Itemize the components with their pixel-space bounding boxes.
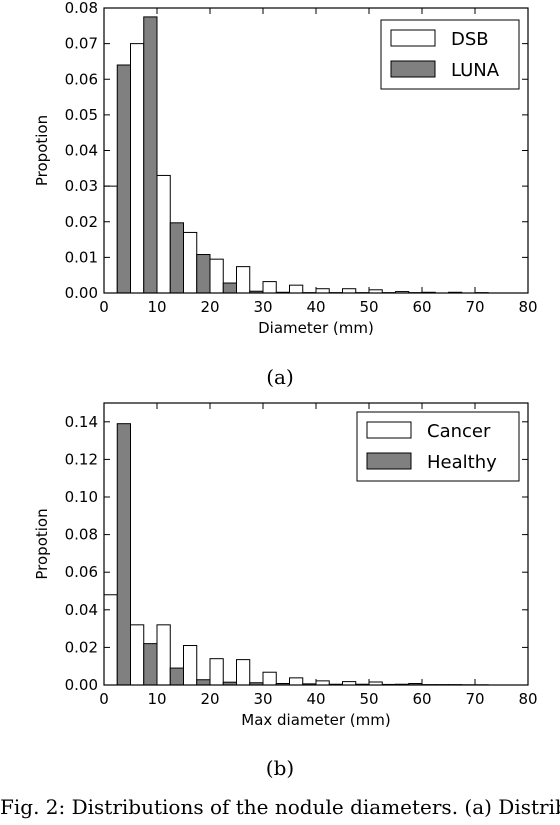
y-tick-label: 0.03 [65, 177, 98, 195]
x-tick-label: 20 [200, 690, 219, 708]
bar-cancer-0 [104, 595, 117, 685]
y-tick-label: 0.02 [65, 213, 98, 231]
bar-dsb-8 [316, 289, 329, 293]
bar-cancer-3 [184, 646, 197, 685]
x-tick-label: 10 [147, 298, 166, 316]
bar-dsb-5 [237, 267, 250, 293]
legend-label-healthy: Healthy [427, 452, 497, 473]
bar-cancer-4 [210, 659, 223, 685]
x-tick-label: 70 [465, 690, 484, 708]
legend-label-cancer: Cancer [427, 421, 491, 442]
bar-cancer-1 [131, 625, 144, 685]
y-tick-label: 0.02 [65, 638, 98, 656]
bar-dsb-3 [184, 232, 197, 293]
y-tick-label: 0.05 [65, 106, 98, 124]
y-tick-label: 0.08 [65, 0, 98, 17]
figure-caption-text: Fig. 2: Distributions of the nodule diam… [0, 795, 560, 825]
y-tick-label: 0.04 [65, 601, 98, 619]
bar-dsb-6 [263, 282, 276, 293]
bar-luna-1 [144, 17, 157, 293]
bar-cancer-6 [263, 672, 276, 685]
x-tick-label: 30 [253, 298, 272, 316]
y-tick-label: 0.04 [65, 142, 98, 160]
bar-dsb-9 [343, 289, 356, 293]
y-tick-label: 0.06 [65, 70, 98, 88]
bar-healthy-3 [197, 680, 210, 685]
bar-dsb-7 [290, 285, 303, 293]
x-tick-label: 50 [359, 690, 378, 708]
bar-healthy-0 [117, 424, 130, 685]
bar-dsb-4 [210, 259, 223, 293]
bar-healthy-1 [144, 644, 157, 685]
y-tick-label: 0.12 [65, 450, 98, 468]
bar-cancer-7 [290, 678, 303, 685]
bar-luna-2 [170, 223, 183, 293]
x-tick-label: 10 [147, 690, 166, 708]
y-axis-label: Propotion [33, 115, 51, 186]
x-tick-label: 80 [518, 298, 537, 316]
y-tick-label: 0.01 [65, 248, 98, 266]
x-tick-label: 30 [253, 690, 272, 708]
x-axis-label: Diameter (mm) [258, 319, 374, 337]
x-tick-label: 60 [412, 690, 431, 708]
y-tick-label: 0.14 [65, 413, 98, 431]
x-tick-label: 50 [359, 298, 378, 316]
x-tick-label: 0 [99, 298, 109, 316]
y-tick-label: 0.00 [65, 676, 98, 694]
legend-swatch-luna [391, 61, 435, 77]
bar-cancer-8 [316, 681, 329, 685]
x-tick-label: 80 [518, 690, 537, 708]
bar-healthy-2 [170, 668, 183, 685]
y-tick-label: 0.10 [65, 488, 98, 506]
legend-swatch-cancer [367, 422, 411, 438]
bar-dsb-2 [157, 175, 170, 293]
bar-luna-3 [197, 255, 210, 293]
bar-luna-4 [223, 283, 236, 293]
x-axis-label: Max diameter (mm) [241, 711, 390, 729]
bar-luna-0 [117, 65, 130, 293]
legend-label-luna: LUNA [451, 60, 500, 81]
bar-dsb-1 [131, 44, 144, 293]
y-tick-label: 0.06 [65, 563, 98, 581]
legend-label-dsb: DSB [451, 29, 489, 50]
y-tick-label: 0.00 [65, 284, 98, 302]
x-tick-label: 40 [306, 298, 325, 316]
legend-swatch-dsb [391, 30, 435, 46]
bar-cancer-2 [157, 625, 170, 685]
bar-cancer-5 [237, 660, 250, 685]
y-axis-label: Propotion [33, 508, 51, 579]
y-tick-label: 0.08 [65, 526, 98, 544]
y-tick-label: 0.07 [65, 35, 98, 53]
x-tick-label: 0 [99, 690, 109, 708]
x-tick-label: 40 [306, 690, 325, 708]
legend-swatch-healthy [367, 453, 411, 469]
caption-a: (a) [0, 365, 560, 389]
x-tick-label: 70 [465, 298, 484, 316]
bar-dsb-0 [104, 186, 117, 293]
x-tick-label: 20 [200, 298, 219, 316]
figure: 0 10 20 30 40 50 60 70 80 0.00 0.01 0.02 0.03 0.04 0.0… [0, 0, 560, 808]
x-tick-label: 60 [412, 298, 431, 316]
caption-b: (b) [0, 756, 560, 780]
